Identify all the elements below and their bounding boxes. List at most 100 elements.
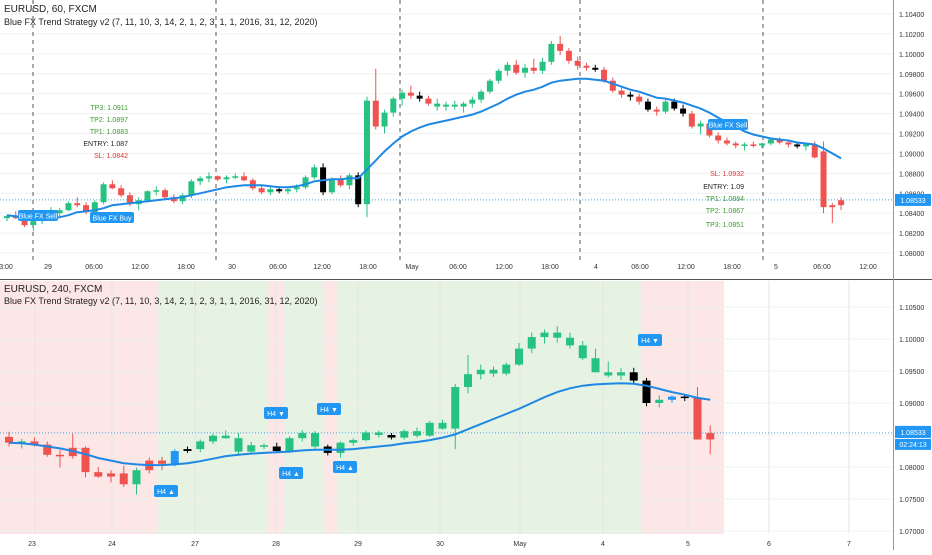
candle[interactable] [476,369,485,375]
candle[interactable] [732,143,739,146]
candle[interactable] [83,205,90,213]
candle[interactable] [668,396,676,400]
candle[interactable] [337,179,344,186]
last-price-tag[interactable] [895,193,931,206]
candle[interactable] [642,380,651,403]
candle[interactable] [425,422,434,436]
candle[interactable] [820,151,827,208]
candle[interactable] [601,69,608,81]
candle[interactable] [81,447,90,473]
candle[interactable] [759,143,766,146]
candle[interactable] [390,98,397,113]
candle[interactable] [548,43,555,62]
candle[interactable] [284,189,291,192]
candle[interactable] [179,195,186,202]
candle[interactable] [43,444,52,455]
candle[interactable] [311,433,319,447]
candle[interactable] [381,112,388,127]
candle[interactable] [592,67,599,70]
candle[interactable] [267,189,274,193]
candle[interactable] [636,96,643,102]
candle[interactable] [662,101,669,112]
candle[interactable] [109,184,116,189]
candle[interactable] [298,433,307,439]
candle[interactable] [158,460,166,464]
candle[interactable] [489,369,498,374]
candle[interactable] [527,337,536,349]
candle[interactable] [794,144,801,147]
candle[interactable] [336,442,345,453]
candle[interactable] [285,438,294,451]
candle[interactable] [247,445,256,452]
candle[interactable] [118,188,125,196]
candle[interactable] [30,441,39,445]
candle[interactable] [578,345,587,359]
candle[interactable] [349,440,358,443]
candle[interactable] [741,144,748,146]
candle[interactable] [557,43,564,51]
candle[interactable] [451,387,460,429]
signal-badge[interactable] [18,210,58,221]
candle[interactable] [478,91,485,100]
candle[interactable] [591,358,600,373]
h4-signal-badge[interactable] [333,461,357,473]
candle[interactable] [486,80,493,92]
candle[interactable] [565,50,572,61]
candle[interactable] [153,190,160,192]
candle[interactable] [451,104,458,107]
candle[interactable] [715,135,722,141]
candle[interactable] [197,178,204,182]
last-price-tag[interactable] [895,425,931,438]
candle[interactable] [162,190,169,198]
candle[interactable] [413,431,421,436]
candle[interactable] [425,98,432,104]
candle[interactable] [653,109,660,112]
candle[interactable] [387,435,396,438]
candle[interactable] [258,188,265,193]
candle[interactable] [170,451,179,464]
candle[interactable] [30,221,37,226]
candle[interactable] [604,372,613,376]
candle[interactable] [170,197,177,202]
candle[interactable] [209,435,217,442]
candle[interactable] [21,218,28,226]
candle[interactable] [540,332,549,338]
candle[interactable] [17,441,26,443]
candle[interactable] [119,473,128,485]
candle[interactable] [94,472,103,477]
candle[interactable] [750,144,757,146]
candle[interactable] [362,432,370,441]
candle[interactable] [802,144,809,147]
candle[interactable] [107,473,115,477]
candle[interactable] [91,202,98,213]
candle[interactable] [460,103,467,107]
candle[interactable] [126,195,133,205]
candle[interactable] [629,372,638,381]
candle[interactable] [311,167,318,178]
candle[interactable] [183,449,192,451]
candle[interactable] [723,140,730,144]
candle[interactable] [443,104,449,107]
candle[interactable] [776,139,783,143]
candle[interactable] [374,432,383,435]
candle[interactable] [522,67,529,73]
candle[interactable] [680,108,687,114]
candle[interactable] [4,216,10,219]
candle[interactable] [100,184,107,203]
candle[interactable] [232,176,239,178]
candle[interactable] [504,64,511,71]
bottom-panel[interactable]: 1.105001.100001.095001.090001.085001.080… [0,281,931,548]
signal-badge[interactable] [708,119,748,130]
candle[interactable] [188,181,195,196]
h4-signal-badge[interactable] [279,467,303,479]
candle[interactable] [671,101,678,109]
candle[interactable] [566,337,574,346]
candle[interactable] [302,177,309,188]
candle[interactable] [539,61,546,71]
candle[interactable] [372,100,379,127]
candle[interactable] [363,100,370,205]
candle[interactable] [583,65,590,68]
countdown-tag[interactable] [895,438,931,450]
candle[interactable] [5,436,13,443]
candle[interactable] [811,144,818,158]
